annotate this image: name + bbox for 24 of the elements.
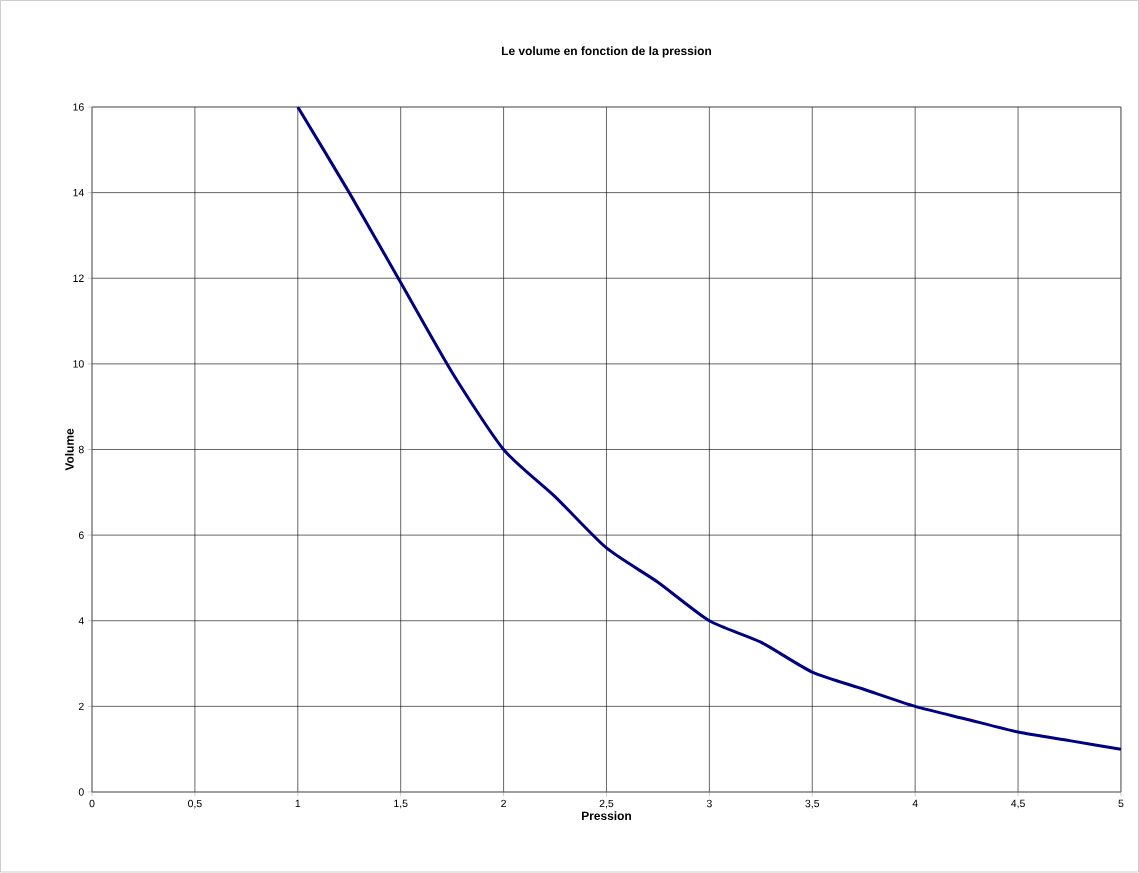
y-tick-label: 2 bbox=[78, 702, 84, 711]
x-axis-title: Pression bbox=[582, 811, 631, 821]
x-tick-label: 0 bbox=[89, 799, 95, 808]
x-tick-label: 2,5 bbox=[599, 799, 614, 809]
x-tick-label: 3 bbox=[706, 799, 712, 808]
x-tick-label: 4,5 bbox=[1011, 799, 1025, 809]
x-tick-label: 5 bbox=[1118, 799, 1124, 808]
y-tick-label: 8 bbox=[78, 445, 84, 454]
y-tick-label: 6 bbox=[78, 531, 84, 539]
y-tick-label: 16 bbox=[73, 103, 84, 111]
x-tick-label: 0,5 bbox=[188, 799, 202, 809]
x-tick-label: 2 bbox=[501, 799, 506, 808]
y-tick-label: 10 bbox=[73, 360, 84, 368]
x-tick-label: 4 bbox=[912, 799, 918, 807]
x-tick-label: 1 bbox=[295, 799, 301, 807]
y-axis-title: Volume bbox=[64, 428, 74, 471]
y-tick-label: 4 bbox=[78, 617, 84, 625]
y-tick-label: 0 bbox=[78, 788, 84, 796]
y-tick-label: 12 bbox=[73, 274, 84, 282]
x-tick-label: 3,5 bbox=[805, 799, 820, 809]
line-series bbox=[296, 106, 1121, 751]
y-tick-label: 14 bbox=[73, 189, 84, 197]
chart-title: Le volume en fonction de la pression bbox=[501, 46, 712, 58]
x-tick-label: 1,5 bbox=[394, 799, 408, 809]
